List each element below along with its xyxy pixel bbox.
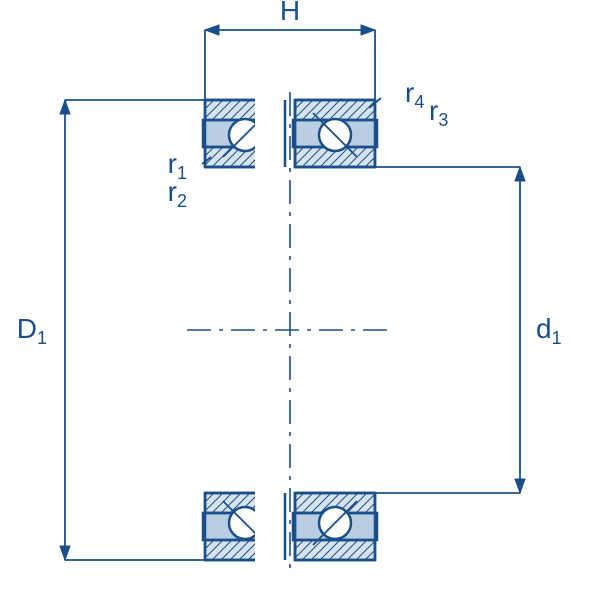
svg-text:H: H [280,0,300,26]
